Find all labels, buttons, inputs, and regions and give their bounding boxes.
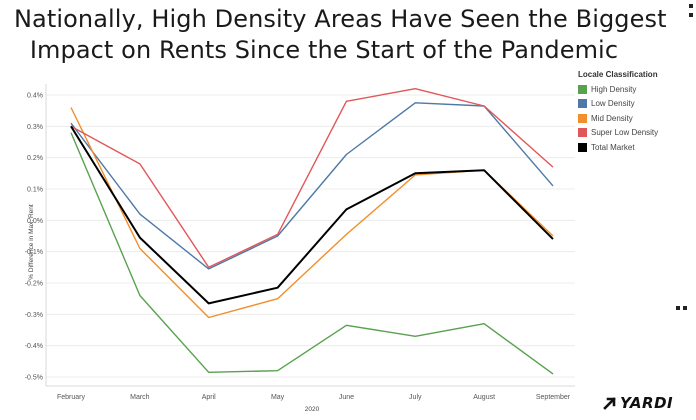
y-tick-label: 0.2% [27,155,43,162]
corner-mark-top-1 [689,4,693,8]
y-axis-title: % Difference in Max. Rent [28,204,35,280]
series-lines [70,87,554,375]
brand-name: YARDI [620,394,674,412]
y-tick-label: 0.4% [27,93,43,100]
y-tick-label: 0.3% [27,124,43,131]
legend-swatch [578,142,587,152]
y-tick-label: -0.5% [25,375,43,382]
corner-mark-mid-1 [676,306,680,310]
legend-swatch [578,99,587,109]
x-tick-label: March [130,394,150,401]
chart-title-line-1: Nationally, High Density Areas Have Seen… [14,5,667,33]
y-tick-label: -0.2% [25,281,43,288]
x-tick-label: April [202,394,216,401]
legend-item: Super Low Density [578,126,658,141]
legend-item: High Density [578,82,658,97]
x-tick-label: June [339,394,354,401]
x-tick-label: September [536,394,571,401]
x-axis-ticks: February March April May June July August Septe… [57,394,571,401]
legend-swatch [578,84,587,94]
legend-items: High Density Low Density Mid Density Super … [578,82,658,155]
legend: Locale Classification High Density Low De… [578,70,658,155]
legend-label: Total Market [591,142,635,152]
y-axis-ticks: 0.4% 0.3% 0.2% 0.1% 0.0% -0.1% -0.2% -0.3% -0.4%… [25,93,43,382]
legend-label: Low Density [591,99,635,109]
x-tick-label: August [473,394,495,401]
chart-title-line-2: Impact on Rents Since the Start of the P… [29,36,619,64]
series-line-super-low-density [70,87,554,268]
legend-item: Mid Density [578,111,658,126]
y-tick-label: -0.3% [25,312,43,319]
x-tick-label: May [271,394,285,401]
y-tick-label: 0.0% [27,218,43,225]
y-tick-label: 0.1% [27,187,43,194]
series-line-total-market [70,125,554,305]
y-tick-label: -0.1% [25,249,43,256]
legend-item: Low Density [578,97,658,112]
legend-item: Total Market [578,140,658,155]
corner-mark-mid-2 [683,306,687,310]
legend-label: Super Low Density [591,128,659,138]
series-line-high-density [70,132,554,375]
chart-title: Nationally, High Density Areas Have Seen… [14,4,667,66]
yardi-arrow-icon [603,397,616,410]
series-line-mid-density [70,107,554,319]
legend-swatch [578,113,587,123]
series-line-low-density [70,102,554,270]
legend-swatch [578,128,587,138]
legend-label: Mid Density [591,113,633,123]
legend-title: Locale Classification [578,70,658,79]
y-tick-label: -0.4% [25,343,43,350]
gridlines [45,84,575,387]
x-tick-label: February [57,394,86,401]
x-tick-label: July [409,394,422,401]
legend-label: High Density [591,84,637,94]
x-axis-title: 2020 [305,406,320,413]
corner-mark-top-2 [689,13,693,17]
yardi-logo: YARDI [603,394,673,412]
